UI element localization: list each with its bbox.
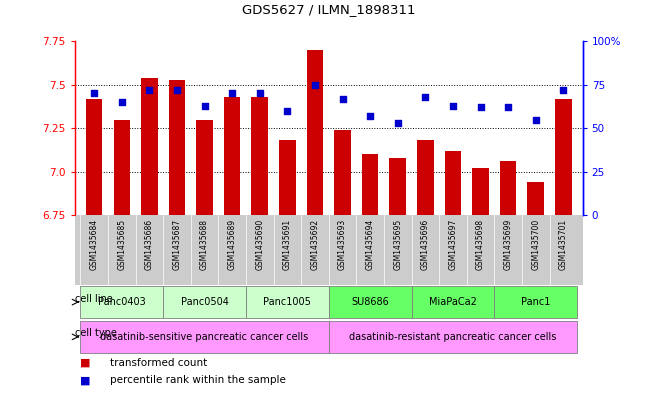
Bar: [389, 158, 406, 215]
Text: GSM1435696: GSM1435696: [421, 219, 430, 270]
Bar: [169, 79, 186, 215]
FancyBboxPatch shape: [80, 286, 163, 318]
Text: GDS5627 / ILMN_1898311: GDS5627 / ILMN_1898311: [242, 3, 415, 16]
Text: cell type: cell type: [75, 329, 117, 338]
Point: [310, 82, 320, 88]
Bar: [445, 151, 461, 215]
Bar: [251, 97, 268, 215]
Bar: [472, 168, 489, 215]
Text: GSM1435697: GSM1435697: [449, 219, 458, 270]
Text: GSM1435687: GSM1435687: [173, 219, 182, 270]
Point: [448, 103, 458, 109]
Text: GSM1435701: GSM1435701: [559, 219, 568, 270]
Bar: [500, 161, 516, 215]
Bar: [362, 154, 378, 215]
Point: [227, 90, 238, 97]
Point: [199, 103, 210, 109]
Text: MiaPaCa2: MiaPaCa2: [429, 297, 477, 307]
Text: ■: ■: [80, 358, 90, 368]
Text: Panc1005: Panc1005: [264, 297, 311, 307]
Bar: [417, 140, 434, 215]
Bar: [307, 50, 324, 215]
Point: [172, 87, 182, 93]
Text: dasatinib-sensitive pancreatic cancer cells: dasatinib-sensitive pancreatic cancer ce…: [100, 332, 309, 342]
Point: [282, 108, 292, 114]
Text: GSM1435699: GSM1435699: [504, 219, 512, 270]
Bar: [224, 97, 240, 215]
Bar: [555, 99, 572, 215]
FancyBboxPatch shape: [329, 286, 411, 318]
Text: transformed count: transformed count: [111, 358, 208, 368]
FancyBboxPatch shape: [163, 286, 246, 318]
FancyBboxPatch shape: [80, 321, 329, 353]
Bar: [334, 130, 351, 215]
Text: GSM1435692: GSM1435692: [311, 219, 320, 270]
Point: [255, 90, 265, 97]
Text: cell line: cell line: [75, 294, 113, 304]
Text: Panc0403: Panc0403: [98, 297, 146, 307]
Bar: [527, 182, 544, 215]
Point: [420, 94, 430, 100]
Point: [365, 113, 376, 119]
Text: GSM1435685: GSM1435685: [117, 219, 126, 270]
Text: GSM1435684: GSM1435684: [90, 219, 99, 270]
Text: GSM1435688: GSM1435688: [200, 219, 209, 270]
Text: SU8686: SU8686: [352, 297, 389, 307]
Text: GSM1435698: GSM1435698: [476, 219, 485, 270]
Bar: [197, 119, 213, 215]
Text: GSM1435690: GSM1435690: [255, 219, 264, 270]
Text: ■: ■: [80, 375, 90, 386]
Point: [337, 95, 348, 102]
Text: GSM1435695: GSM1435695: [393, 219, 402, 270]
Point: [393, 120, 403, 126]
Bar: [86, 99, 102, 215]
Point: [503, 104, 514, 110]
Text: GSM1435689: GSM1435689: [228, 219, 237, 270]
Bar: [113, 119, 130, 215]
Text: dasatinib-resistant pancreatic cancer cells: dasatinib-resistant pancreatic cancer ce…: [349, 332, 557, 342]
Text: Panc1: Panc1: [521, 297, 550, 307]
FancyBboxPatch shape: [494, 286, 577, 318]
FancyBboxPatch shape: [329, 321, 577, 353]
Point: [89, 90, 100, 97]
Text: GSM1435700: GSM1435700: [531, 219, 540, 270]
Text: GSM1435686: GSM1435686: [145, 219, 154, 270]
Point: [531, 116, 541, 123]
Text: GSM1435694: GSM1435694: [366, 219, 374, 270]
Text: GSM1435693: GSM1435693: [338, 219, 347, 270]
Point: [144, 87, 154, 93]
Text: GSM1435691: GSM1435691: [283, 219, 292, 270]
Point: [117, 99, 127, 105]
Point: [475, 104, 486, 110]
Text: Panc0504: Panc0504: [180, 297, 229, 307]
FancyBboxPatch shape: [246, 286, 329, 318]
Point: [558, 87, 568, 93]
FancyBboxPatch shape: [411, 286, 494, 318]
Text: percentile rank within the sample: percentile rank within the sample: [111, 375, 286, 386]
Bar: [279, 140, 296, 215]
Bar: [141, 78, 158, 215]
